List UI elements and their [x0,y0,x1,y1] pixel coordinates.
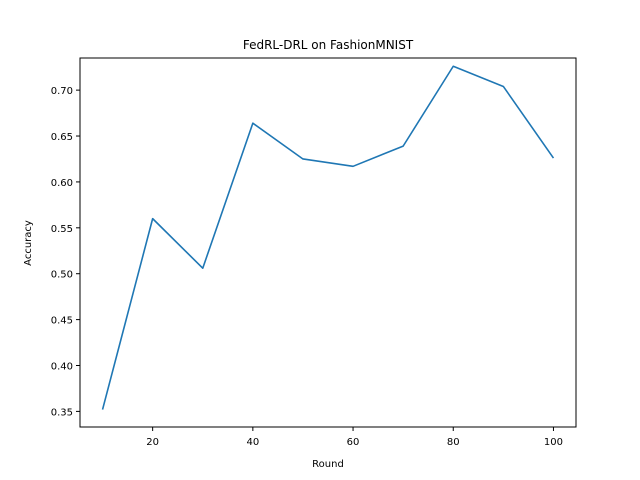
x-tick-label: 20 [146,437,159,448]
x-tick-label: 40 [246,437,259,448]
x-axis-label: Round [312,459,344,470]
plot-frame [79,57,577,428]
y-tick-label: 0.35 [51,407,73,418]
x-axis-ticks: 20 40 60 80 100 [146,427,563,448]
y-axis-label: Accuracy [23,220,34,266]
chart-title: FedRL-DRL on FashionMNIST [243,38,414,52]
x-tick-label: 60 [347,437,360,448]
y-tick-label: 0.55 [51,224,73,235]
y-tick-label: 0.65 [51,132,73,143]
y-tick-label: 0.40 [51,362,73,373]
series-group [101,65,555,410]
y-tick-label: 0.50 [51,270,73,281]
y-tick-label: 0.70 [51,86,73,97]
y-tick-label: 0.45 [51,316,73,327]
y-axis-ticks: 0.35 0.40 0.45 0.50 0.55 0.60 0.65 0.70 [51,86,80,418]
x-tick-label: 80 [447,437,460,448]
series-line [101,65,555,410]
y-tick-label: 0.60 [51,178,73,189]
x-tick-label: 100 [544,437,563,448]
